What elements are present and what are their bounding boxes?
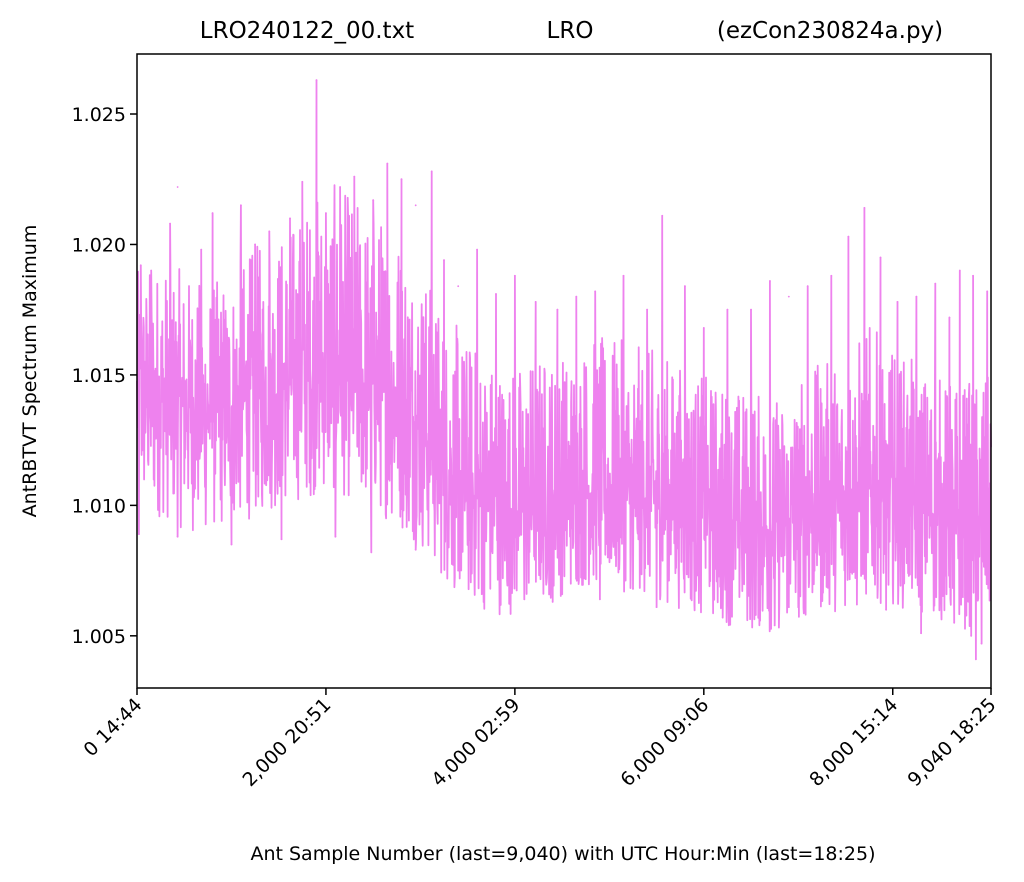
spike-point xyxy=(556,308,559,311)
x-tick-label: 8,000 15:14 xyxy=(805,694,902,791)
spike-point xyxy=(863,207,866,209)
spike-point xyxy=(268,230,271,233)
y-axis: 1.005 1.010 1.015 1.020 1.025 xyxy=(72,104,137,648)
spike-point xyxy=(806,285,809,288)
y-tick-label: 1.025 xyxy=(72,104,126,126)
spike-point xyxy=(476,248,478,251)
spike-point xyxy=(847,235,850,238)
spike-point xyxy=(301,180,304,183)
dip-point xyxy=(920,632,922,635)
spike-point xyxy=(176,186,179,188)
spike-point xyxy=(200,248,203,251)
y-tick-label: 1.020 xyxy=(72,234,126,256)
spike-point xyxy=(661,214,664,217)
spike-point xyxy=(325,212,327,215)
chart-title-left: LRO240122_00.txt xyxy=(200,18,414,44)
series-layer xyxy=(136,79,992,661)
dip-point xyxy=(754,614,757,616)
dip-point xyxy=(457,569,460,572)
spike-point xyxy=(150,269,153,272)
spike-point xyxy=(622,274,625,277)
dip-point xyxy=(980,642,983,645)
spike-point xyxy=(948,316,951,319)
dip-point xyxy=(855,603,858,606)
dip-point xyxy=(230,543,233,546)
spike-point xyxy=(702,327,705,329)
spike-point xyxy=(684,285,686,288)
dip-point xyxy=(693,603,696,606)
spike-point xyxy=(211,212,214,215)
dip-point xyxy=(721,616,724,619)
dip-point xyxy=(885,608,888,611)
x-tick-label: 6,000 09:06 xyxy=(616,694,713,791)
x-axis-label: Ant Sample Number (last=9,040) with UTC … xyxy=(250,843,875,865)
spike-point xyxy=(457,285,460,288)
dip-point xyxy=(176,535,179,538)
spike-point xyxy=(372,199,375,202)
spike-point xyxy=(240,204,242,207)
dip-point xyxy=(970,634,973,637)
dip-point xyxy=(523,598,526,601)
dip-point xyxy=(280,538,283,541)
spike-point xyxy=(594,290,597,293)
dip-point xyxy=(598,598,601,601)
plot-frame xyxy=(136,53,992,689)
spike-point xyxy=(339,186,342,188)
spike-point xyxy=(787,295,790,298)
dip-point xyxy=(551,601,554,603)
chart-title-center: LRO xyxy=(547,18,594,44)
y-axis-label: AntRBTVT Spectrum Maximum xyxy=(19,225,41,518)
spike-point xyxy=(646,308,649,311)
spike-point xyxy=(534,300,537,303)
spike-point xyxy=(443,259,445,262)
spike-point xyxy=(315,79,318,81)
dip-point xyxy=(787,606,790,609)
spike-point xyxy=(726,308,729,311)
spike-point xyxy=(915,295,918,298)
spike-point xyxy=(495,293,497,295)
dip-point xyxy=(953,621,956,624)
dip-point xyxy=(974,658,977,661)
spike-point xyxy=(430,170,433,173)
dip-point xyxy=(480,593,483,595)
spike-point xyxy=(169,222,171,225)
dip-point xyxy=(632,587,634,590)
spike-point xyxy=(934,282,937,285)
x-tick-label: 0 14:44 xyxy=(79,694,146,761)
series-line xyxy=(136,79,992,661)
spike-point xyxy=(896,300,899,303)
x-tick-label: 9,040 18:25 xyxy=(904,694,1001,791)
dip-point xyxy=(334,535,337,538)
spike-point xyxy=(289,217,291,220)
spike-point xyxy=(353,175,356,178)
spike-point xyxy=(879,256,882,259)
spike-point xyxy=(972,274,974,277)
spike-point xyxy=(513,274,516,277)
spike-point xyxy=(986,290,989,293)
spike-point xyxy=(575,295,578,298)
dip-point xyxy=(414,548,417,551)
y-tick-label: 1.010 xyxy=(72,495,126,517)
chart-title-right: (ezCon230824a.py) xyxy=(717,18,943,44)
spike-point xyxy=(958,269,961,272)
y-tick-label: 1.005 xyxy=(72,626,126,648)
dip-point xyxy=(797,606,800,609)
dip-point xyxy=(773,624,776,627)
spike-point xyxy=(414,204,417,207)
dip-point xyxy=(370,551,373,554)
spike-point xyxy=(769,280,771,282)
spike-point xyxy=(400,178,403,181)
dip-point xyxy=(655,606,658,609)
x-tick-label: 2,000 20:51 xyxy=(238,694,335,791)
spike-point xyxy=(830,274,833,277)
spike-point xyxy=(386,162,389,165)
y-tick-label: 1.015 xyxy=(72,365,126,387)
dip-point xyxy=(137,533,140,535)
x-axis: 0 14:44 2,000 20:51 4,000 02:59 6,000 09:06… xyxy=(79,688,1001,791)
spike-point xyxy=(139,264,142,267)
spike-point xyxy=(750,308,752,311)
x-tick-label: 4,000 02:59 xyxy=(427,694,524,791)
spike-point xyxy=(254,243,256,246)
